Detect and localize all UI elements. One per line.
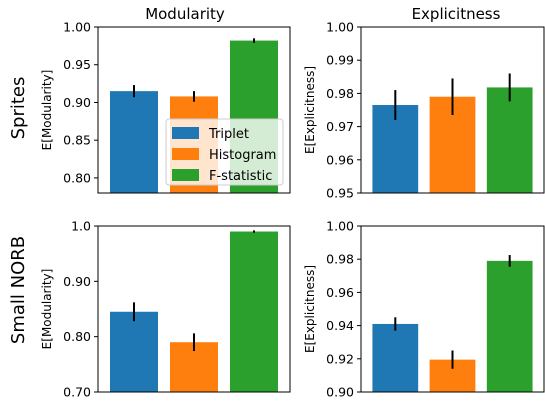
ytick-label: 0.98 [326, 86, 354, 101]
legend: Triplet Histogram F-statistic [165, 118, 284, 186]
ytick-label: 0.90 [63, 95, 91, 110]
ytick-label: 0.99 [326, 53, 354, 68]
ytick-label: 0.97 [326, 119, 354, 134]
panel-2: 0.70 0.80 0.90 1.0 E[Modularity] [40, 219, 291, 400]
column-title-explicitness: Explicitness [412, 5, 501, 23]
ytick-label: 0.95 [63, 57, 91, 72]
row-label-small-norb: Small NORB [8, 236, 29, 344]
column-title-modularity: Modularity [145, 5, 225, 23]
bar-triplet [110, 311, 158, 392]
ytick-label: 0.95 [326, 186, 354, 201]
ytick-label: 0.92 [326, 351, 354, 366]
legend-swatch-triplet [172, 127, 199, 139]
ylabel: E[Modularity] [40, 269, 54, 350]
bar-fstatistic [486, 260, 533, 392]
legend-swatch-fstatistic [172, 169, 199, 181]
ylabel: E[Modularity] [40, 70, 54, 151]
bar-fstatistic [230, 231, 278, 392]
legend-label-triplet: Triplet [208, 127, 249, 142]
ytick-label: 0.94 [326, 318, 354, 333]
ytick-label: 1.00 [326, 20, 354, 35]
axes-frame [97, 26, 291, 194]
ytick-label: 0.70 [63, 385, 91, 400]
axes-frame [97, 225, 291, 393]
legend-swatch-histogram [172, 148, 199, 160]
legend-label-histogram: Histogram [209, 148, 276, 163]
panel-1: 0.95 0.96 0.97 0.98 0.99 1.00 E[Explicitness] [303, 20, 545, 201]
ytick-label: 0.96 [326, 285, 354, 300]
bar-triplet [372, 323, 419, 392]
ytick-label: 1.00 [63, 20, 91, 35]
ytick-label: 0.98 [326, 252, 354, 267]
axes-frame [360, 225, 545, 393]
ytick-label: 0.85 [63, 133, 91, 148]
row-label-sprites: Sprites [8, 77, 29, 140]
ytick-label: 0.90 [63, 274, 91, 289]
bar-triplet [110, 91, 158, 193]
ytick-label: 0.80 [63, 170, 91, 185]
ytick-label: 0.80 [63, 329, 91, 344]
ytick-label: 0.90 [326, 385, 354, 400]
panels: 0.800.850.900.951.00E[Modularity]0.950.9… [40, 20, 545, 400]
bar-fstatistic [486, 87, 533, 193]
ytick-label: 0.96 [326, 152, 354, 167]
legend-label-fstatistic: F-statistic [209, 169, 272, 184]
ytick-label: 1.00 [326, 219, 354, 234]
panel-3: 0.90 0.92 0.94 0.96 0.98 1.00 E[Explicitness] [303, 219, 545, 400]
ytick-label: 1.0 [71, 219, 91, 234]
ylabel: E[Explicitness] [303, 265, 317, 353]
ylabel: E[Explicitness] [303, 66, 317, 154]
axes-frame [360, 26, 545, 194]
